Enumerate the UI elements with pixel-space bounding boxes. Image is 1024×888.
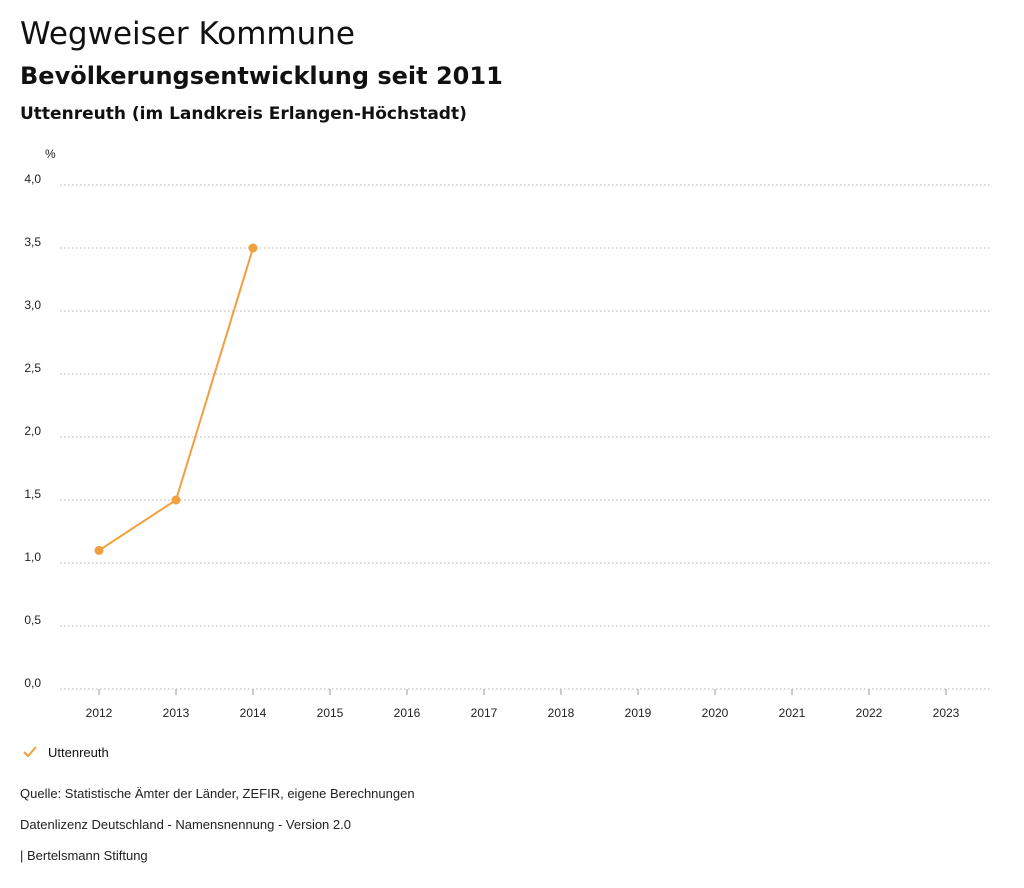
series-line-uttenreuth xyxy=(98,247,254,552)
x-tick-label: 2016 xyxy=(394,706,421,720)
x-tick-label: 2015 xyxy=(317,706,344,720)
legend-label: Uttenreuth xyxy=(48,744,109,760)
x-tick-label: 2020 xyxy=(702,706,729,720)
x-tick-label: 2018 xyxy=(548,706,575,720)
y-tick-label: 3,5 xyxy=(24,235,41,249)
chart-subtitle: Bevölkerungsentwicklung seit 2011 xyxy=(20,62,503,90)
page-title: Wegweiser Kommune xyxy=(20,16,355,52)
x-tick-label: 2023 xyxy=(933,706,960,720)
data-point xyxy=(171,495,181,505)
check-icon xyxy=(23,746,37,758)
y-tick-label: 1,5 xyxy=(24,487,41,501)
y-tick-label: 2,0 xyxy=(24,424,41,438)
y-axis-unit-label: % xyxy=(45,147,56,161)
publisher-note: | Bertelsmann Stiftung xyxy=(20,848,148,863)
x-tick-label: 2012 xyxy=(86,706,113,720)
x-tick-label: 2017 xyxy=(471,706,498,720)
data-point xyxy=(94,545,104,555)
y-tick-label: 3,0 xyxy=(24,298,41,312)
data-point xyxy=(248,243,258,253)
line-chart: % 0,0 0,5 1,0 1,5 2,0 2,5 3,0 3,5 4,0 2012 2013 2014… xyxy=(24,147,990,720)
x-tick-label: 2022 xyxy=(856,706,883,720)
y-tick-label: 0,5 xyxy=(24,613,41,627)
region-label: Uttenreuth (im Landkreis Erlangen-Höchst… xyxy=(20,104,467,124)
x-tick-label: 2021 xyxy=(779,706,806,720)
y-tick-label: 1,0 xyxy=(24,550,41,564)
y-tick-label: 2,5 xyxy=(24,361,41,375)
y-tick-label: 0,0 xyxy=(24,676,41,690)
x-tick-label: 2014 xyxy=(240,706,267,720)
x-tick-label: 2019 xyxy=(625,706,652,720)
source-note: Quelle: Statistische Ämter der Länder, Z… xyxy=(20,786,415,801)
y-tick-label: 4,0 xyxy=(24,172,41,186)
license-note: Datenlizenz Deutschland - Namensnennung … xyxy=(20,817,351,832)
legend-item-uttenreuth[interactable]: Uttenreuth xyxy=(22,744,109,760)
x-tick-label: 2013 xyxy=(163,706,190,720)
